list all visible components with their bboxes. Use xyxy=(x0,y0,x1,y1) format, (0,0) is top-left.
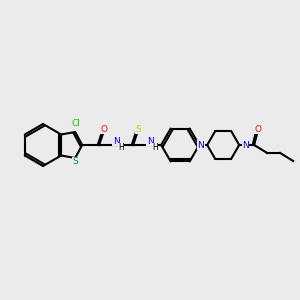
Text: N: N xyxy=(147,136,154,146)
Text: H: H xyxy=(152,143,158,152)
Text: N: N xyxy=(197,140,204,149)
Text: O: O xyxy=(101,124,108,134)
Text: N: N xyxy=(113,136,120,146)
Text: O: O xyxy=(255,124,262,134)
Text: S: S xyxy=(135,124,141,134)
Text: S: S xyxy=(72,158,78,166)
Text: Cl: Cl xyxy=(72,118,81,127)
Text: H: H xyxy=(118,143,124,152)
Text: N: N xyxy=(242,140,249,149)
